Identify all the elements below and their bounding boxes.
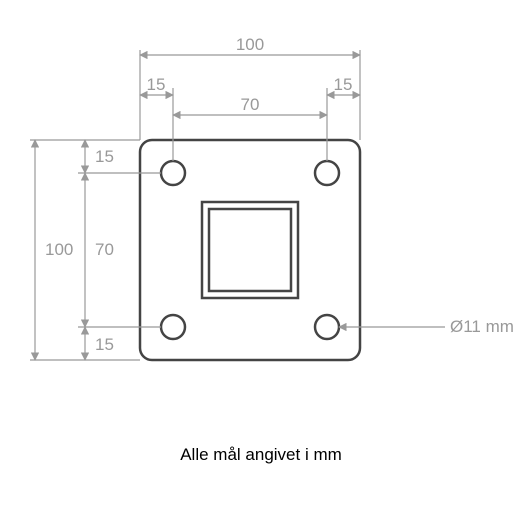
dim-label-15: 15 <box>95 147 114 166</box>
dim-label-15: 15 <box>95 335 114 354</box>
dim-label-15: 15 <box>334 75 353 94</box>
hole-bottom-left <box>161 315 185 339</box>
dim-label-15: 15 <box>147 75 166 94</box>
dim-label-100-left: 100 <box>45 240 73 259</box>
caption: Alle mål angivet i mm <box>180 445 342 464</box>
technical-drawing: 100 15 15 70 100 15 70 15 Ø11 mm Alle må… <box>0 0 523 523</box>
dim-label-70: 70 <box>241 95 260 114</box>
dim-label-70: 70 <box>95 240 114 259</box>
hole-top-left <box>161 161 185 185</box>
hole-bottom-right <box>315 315 339 339</box>
hole-top-right <box>315 161 339 185</box>
dim-label-diameter: Ø11 mm <box>450 317 514 336</box>
dim-label-100-top: 100 <box>236 35 264 54</box>
